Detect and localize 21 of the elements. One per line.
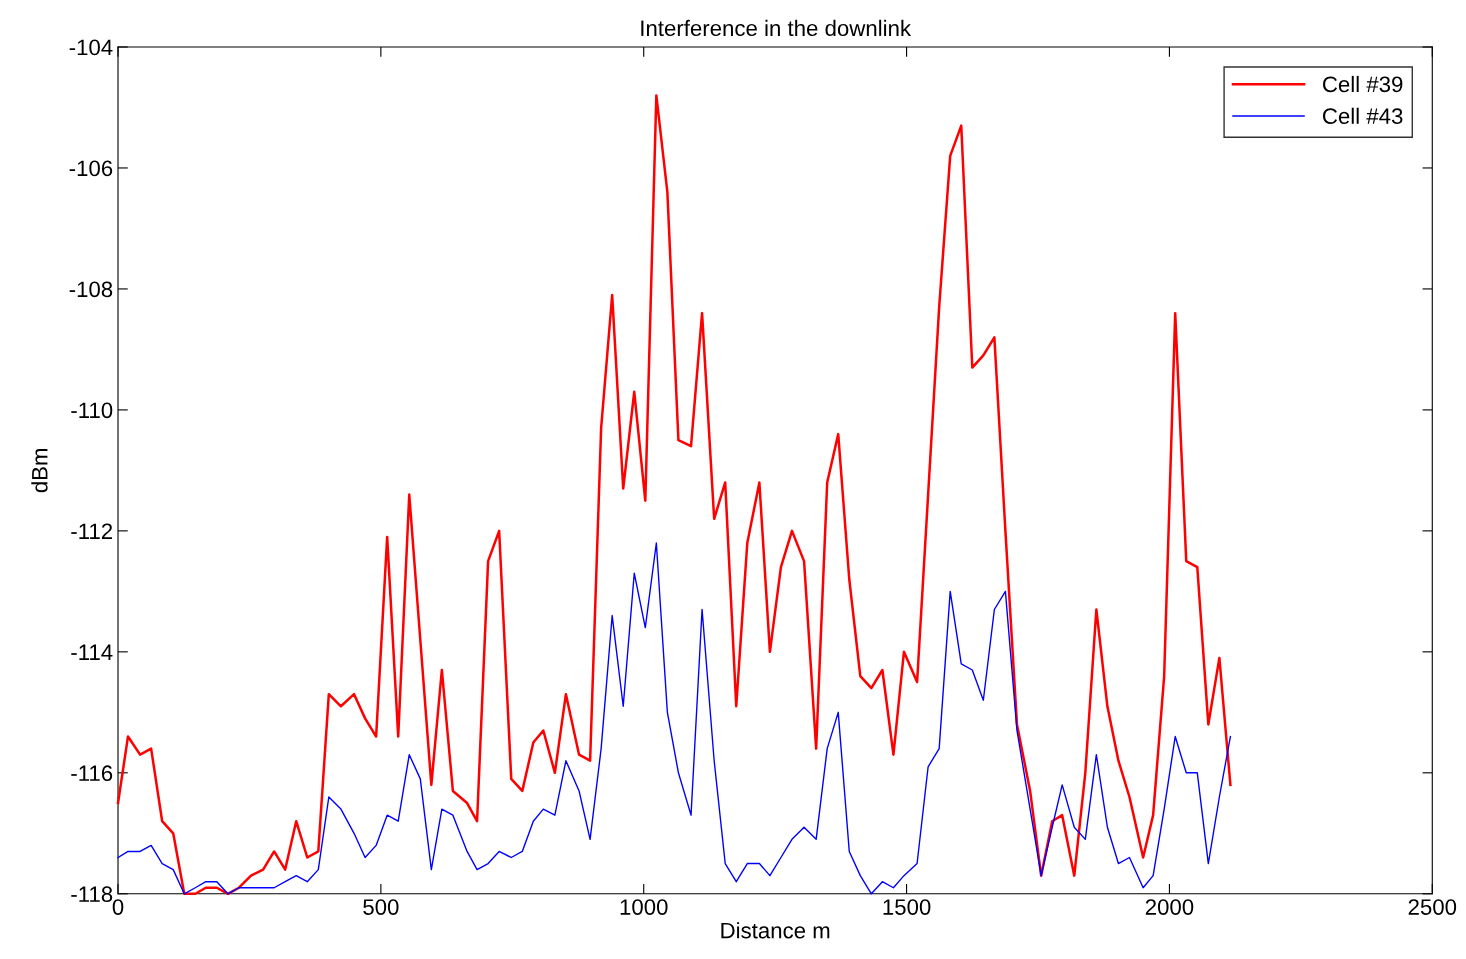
x-axis-title: Distance m bbox=[721, 922, 830, 939]
y-tick-label: -106 bbox=[69, 160, 113, 177]
y-tick-label: -112 bbox=[71, 523, 113, 539]
y-tick-label: -114 bbox=[71, 644, 113, 660]
legend-label: Cell #39 bbox=[1322, 75, 1403, 93]
y-tick-label: -116 bbox=[71, 765, 113, 782]
legend-label: Cell #43 bbox=[1322, 107, 1403, 125]
y-tick-label: -104 bbox=[69, 39, 113, 56]
chart-title: Interference in the downlink bbox=[641, 19, 912, 37]
line-series bbox=[117, 542, 1232, 895]
line-series bbox=[116, 94, 1232, 896]
x-tick-label: 500 bbox=[363, 899, 399, 915]
x-tick-label: 2500 bbox=[1408, 899, 1457, 915]
x-tick-label: 1500 bbox=[883, 899, 931, 915]
y-axis-title: dBm bbox=[31, 449, 48, 493]
y-tick-label: -110 bbox=[71, 402, 113, 419]
y-tick-label: -118 bbox=[71, 886, 113, 903]
x-tick-label: 2000 bbox=[1145, 899, 1194, 915]
x-tick-label: 0 bbox=[112, 899, 124, 915]
x-tick-label: 1000 bbox=[620, 899, 668, 915]
y-tick-label: -108 bbox=[69, 281, 113, 298]
